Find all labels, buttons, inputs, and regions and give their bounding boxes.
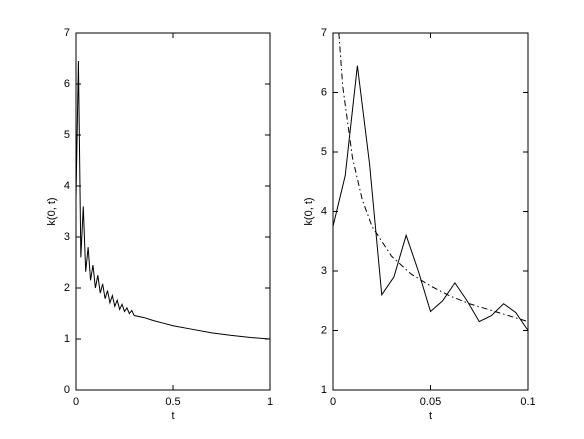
x-tick-label: 0.05 xyxy=(420,396,441,408)
y-tick-label: 3 xyxy=(321,265,327,277)
x-tick-label: 0 xyxy=(73,396,79,408)
axes-box xyxy=(332,32,529,391)
y-tick-label: 7 xyxy=(64,27,70,39)
y-tick-label: 1 xyxy=(64,333,70,345)
y-axis-label: k(0, t) xyxy=(303,197,315,225)
line-series xyxy=(75,61,271,340)
y-tick-label: 4 xyxy=(64,180,70,192)
y-tick-label: 3 xyxy=(64,231,70,243)
x-tick-label: 1 xyxy=(267,396,273,408)
x-tick-label: 0 xyxy=(330,396,336,408)
x-tick-label: 0.1 xyxy=(520,396,535,408)
line-series xyxy=(338,32,529,323)
y-tick-label: 1 xyxy=(321,384,327,396)
y-tick-label: 6 xyxy=(321,86,327,98)
y-axis-label: k(0, t) xyxy=(46,197,58,225)
y-tick-label: 6 xyxy=(64,78,70,90)
y-tick-label: 0 xyxy=(64,384,70,396)
y-tick-label: 5 xyxy=(321,146,327,158)
x-axis-label: t xyxy=(429,410,432,422)
y-tick-label: 2 xyxy=(64,282,70,294)
y-tick-label: 7 xyxy=(321,27,327,39)
x-axis-label: t xyxy=(171,410,174,422)
x-tick-label: 0.5 xyxy=(165,396,180,408)
y-tick-label: 5 xyxy=(64,129,70,141)
y-tick-label: 4 xyxy=(321,205,327,217)
y-tick-label: 2 xyxy=(321,324,327,336)
